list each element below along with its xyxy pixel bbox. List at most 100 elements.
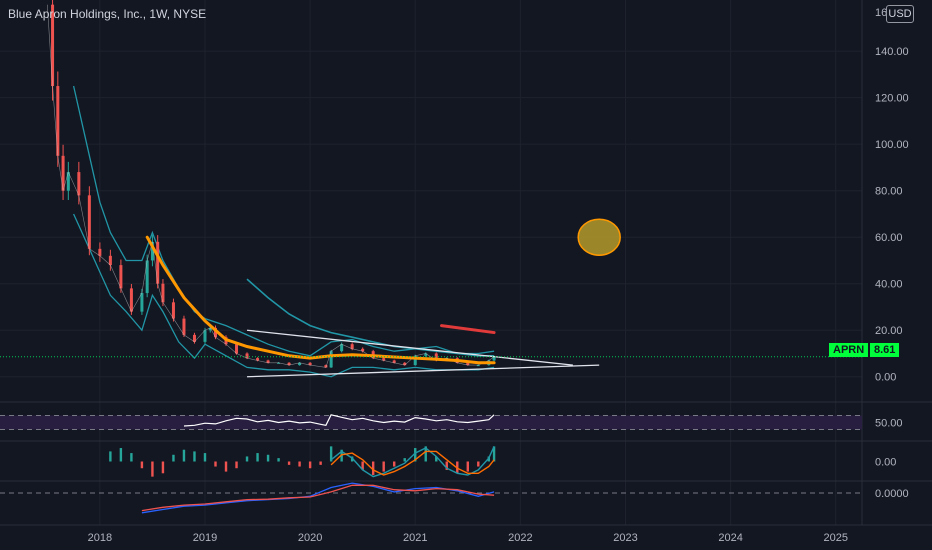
macd-histogram-bar [466, 461, 469, 472]
candle-body [119, 265, 123, 289]
macd-histogram-bar [119, 448, 123, 462]
candle-body [466, 362, 470, 366]
macd-histogram-bar [256, 453, 259, 462]
oscillator-tick-label: 0.0000 [875, 488, 909, 500]
bollinger-upper-line [72, 85, 495, 357]
macd-histogram-bar [109, 451, 112, 462]
candle-body [150, 241, 154, 261]
y-tick-label: 120.00 [875, 93, 909, 105]
y-tick-label: 80.00 [875, 186, 903, 198]
macd-histogram-bar [140, 461, 144, 469]
candle-body [476, 365, 480, 367]
oscillator-blue-line [141, 482, 495, 514]
macd-histogram-bar [371, 461, 375, 475]
candle-body [208, 327, 212, 331]
y-tick-label: 60.00 [875, 232, 903, 244]
macd-histogram-bar [151, 461, 154, 477]
rsi-tick-label: 50.00 [875, 418, 903, 430]
candle-body [145, 260, 149, 294]
candle-body [56, 86, 60, 156]
candle-body [203, 330, 207, 342]
macd-histogram-bar [235, 461, 238, 469]
macd-histogram-bar [298, 461, 301, 467]
macd-histogram-bar [403, 458, 406, 462]
y-tick-label: 20.00 [875, 325, 903, 337]
triangle-trendline [246, 329, 573, 366]
x-tick-label: 2024 [718, 532, 742, 544]
candle-body [182, 318, 186, 335]
macd-histogram-bar [172, 454, 175, 462]
macd-histogram-bar [161, 461, 165, 474]
macd-histogram-bar [492, 446, 496, 462]
candle-body [287, 362, 291, 366]
candle-body [214, 327, 217, 338]
candle-body [361, 348, 365, 352]
candle-body [308, 362, 312, 366]
x-tick-label: 2020 [298, 532, 322, 544]
candle-body [324, 365, 328, 368]
macd-histogram-bar [130, 453, 133, 462]
macd-histogram-bar [319, 461, 322, 465]
candle-body [66, 172, 70, 191]
y-tick-label-top: 16 [875, 7, 887, 19]
candle-body [492, 356, 496, 361]
candle-body [140, 293, 144, 312]
candle-body [161, 283, 165, 303]
candle-body [329, 351, 333, 368]
y-tick-label: 40.00 [875, 279, 903, 291]
x-tick-label: 2018 [88, 532, 112, 544]
rsi-band [0, 415, 862, 430]
candle-body [392, 360, 396, 363]
macd-histogram-bar [224, 461, 228, 472]
candle-body [156, 241, 160, 284]
oscillator-red-line [141, 484, 495, 512]
macd-histogram-bar [287, 461, 291, 465]
long-moving-average-line [246, 278, 495, 357]
candle-body [403, 362, 407, 366]
candle-body [98, 248, 102, 256]
macd-histogram-bar [445, 461, 448, 470]
macd-signal-line [330, 450, 495, 476]
y-tick-label: 0.00 [875, 372, 896, 384]
candle-body [77, 172, 81, 196]
macd-histogram-bar [277, 458, 280, 462]
chart-title: Blue Apron Holdings, Inc., 1W, NYSE [8, 7, 207, 21]
triangle-trendline [247, 364, 600, 378]
x-tick-label: 2025 [823, 532, 847, 544]
candle-body [61, 155, 65, 191]
candle-body [87, 195, 91, 249]
candle-body [266, 360, 270, 363]
macd-histogram-bar [424, 446, 427, 462]
x-tick-label: 2019 [193, 532, 217, 544]
candle-body [51, 4, 55, 87]
macd-histogram-bar [329, 446, 333, 462]
currency-button[interactable]: USD [886, 5, 914, 23]
candle-body [340, 344, 344, 352]
y-tick-label: 140.00 [875, 46, 909, 58]
macd-histogram-bar [477, 461, 480, 467]
orange-moving-average-line [145, 235, 496, 365]
candle-body [382, 358, 386, 361]
macd-histogram-bar [308, 461, 312, 469]
macd-histogram-bar [361, 461, 364, 470]
candle-body [424, 353, 428, 356]
macd-histogram-bar [203, 453, 207, 462]
red-marker-line [440, 324, 496, 335]
macd-tick-label: 0.00 [875, 457, 896, 469]
macd-histogram-bar [393, 461, 396, 467]
rsi-line [183, 414, 495, 427]
x-tick-label: 2022 [508, 532, 532, 544]
circle-marker [577, 218, 621, 256]
macd-histogram-bar [245, 456, 249, 462]
macd-histogram-bar [414, 448, 417, 462]
candle-body [108, 255, 112, 266]
y-tick-label: 100.00 [875, 139, 909, 151]
candle-body [277, 362, 281, 364]
candle-body [413, 355, 417, 366]
price-value-label: 8.61 [870, 343, 900, 357]
price-line [47, 4, 495, 368]
macd-histogram-bar [435, 456, 438, 462]
macd-histogram-bar [214, 461, 217, 467]
